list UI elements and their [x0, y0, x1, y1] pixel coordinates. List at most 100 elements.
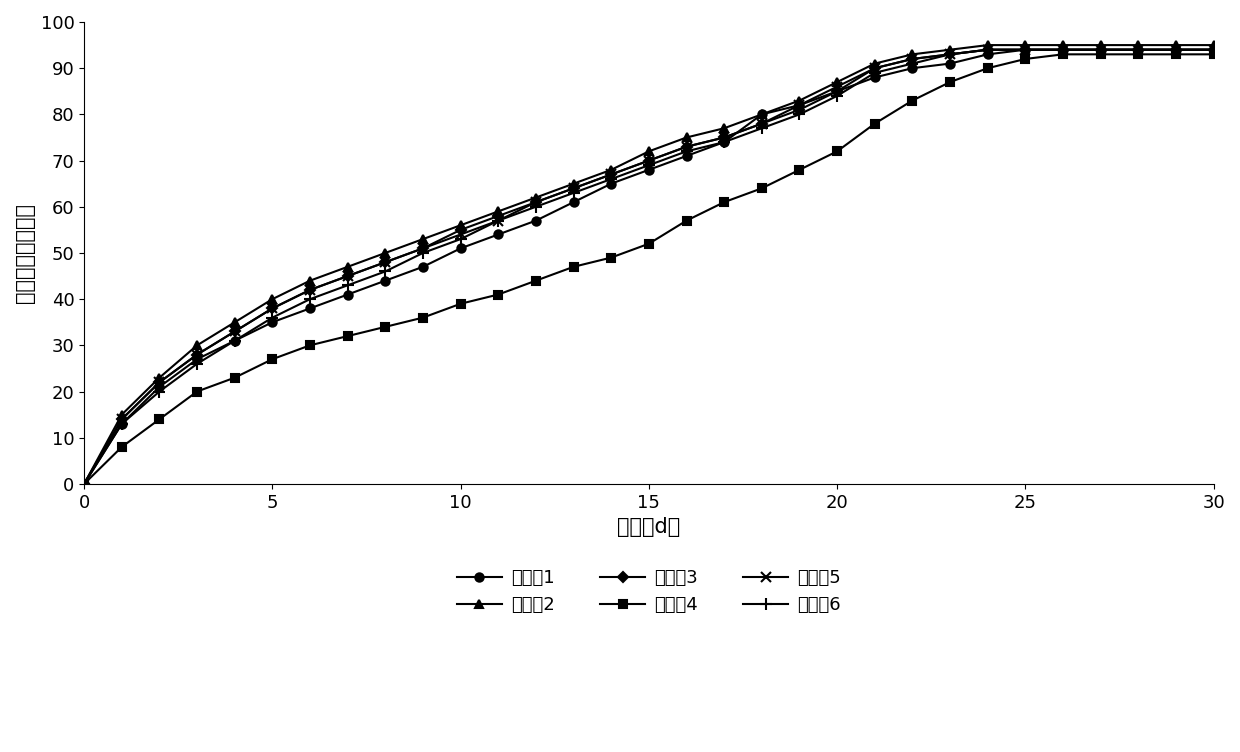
实施例6: [1131, 45, 1146, 54]
实施例6: [77, 479, 92, 488]
实施例4: [265, 355, 280, 364]
实施例2: [867, 59, 882, 68]
实施例4: [830, 147, 844, 156]
实施例2: [1094, 41, 1109, 50]
实施例1: [303, 304, 317, 313]
实施例5: [114, 414, 129, 423]
实施例2: [754, 110, 769, 119]
实施例2: [567, 179, 582, 188]
实施例1: [528, 216, 543, 225]
实施例3: [567, 183, 582, 193]
实施例5: [981, 45, 996, 54]
实施例1: [981, 50, 996, 59]
实施例5: [153, 378, 167, 387]
实施例6: [1094, 45, 1109, 54]
实施例3: [680, 142, 694, 151]
实施例5: [190, 350, 205, 359]
实施例2: [415, 235, 430, 244]
实施例1: [415, 262, 430, 271]
实施例2: [717, 124, 732, 133]
实施例2: [190, 341, 205, 350]
实施例4: [867, 119, 882, 128]
实施例2: [227, 317, 242, 326]
实施例4: [680, 216, 694, 225]
实施例1: [604, 179, 619, 188]
实施例2: [1055, 41, 1070, 50]
实施例1: [153, 382, 167, 391]
X-axis label: 时间（d）: 时间（d）: [618, 517, 681, 537]
实施例5: [378, 258, 393, 267]
实施例1: [1018, 45, 1033, 54]
实施例1: [905, 64, 920, 73]
实施例5: [754, 119, 769, 128]
实施例5: [641, 156, 656, 165]
实施例4: [153, 414, 167, 423]
实施例6: [905, 59, 920, 68]
实施例6: [265, 313, 280, 322]
实施例3: [604, 170, 619, 179]
实施例5: [528, 198, 543, 207]
实施例3: [340, 271, 355, 280]
实施例1: [567, 198, 582, 207]
实施例3: [528, 198, 543, 207]
实施例4: [567, 262, 582, 271]
实施例3: [491, 211, 506, 220]
实施例4: [340, 332, 355, 341]
实施例1: [1207, 45, 1221, 54]
实施例2: [942, 45, 957, 54]
实施例3: [1018, 45, 1033, 54]
实施例3: [981, 45, 996, 54]
实施例5: [1018, 45, 1033, 54]
实施例3: [641, 156, 656, 165]
实施例4: [905, 96, 920, 105]
实施例5: [1094, 45, 1109, 54]
实施例3: [905, 54, 920, 63]
实施例6: [453, 235, 467, 244]
实施例4: [491, 290, 506, 299]
实施例4: [303, 341, 317, 350]
实施例2: [792, 96, 807, 105]
实施例6: [340, 280, 355, 290]
实施例3: [190, 350, 205, 359]
实施例6: [867, 68, 882, 77]
实施例5: [1055, 45, 1070, 54]
实施例6: [1168, 45, 1183, 54]
实施例2: [491, 207, 506, 216]
Line: 实施例5: 实施例5: [79, 45, 1219, 489]
实施例4: [415, 313, 430, 322]
实施例4: [1168, 50, 1183, 59]
实施例2: [114, 410, 129, 419]
实施例5: [792, 101, 807, 110]
实施例3: [227, 327, 242, 336]
实施例6: [227, 336, 242, 345]
实施例2: [1018, 41, 1033, 50]
实施例1: [1131, 45, 1146, 54]
实施例4: [641, 239, 656, 248]
实施例2: [265, 295, 280, 304]
实施例2: [77, 479, 92, 488]
实施例6: [303, 295, 317, 304]
实施例1: [792, 101, 807, 110]
实施例4: [378, 323, 393, 332]
实施例4: [1131, 50, 1146, 59]
实施例5: [867, 64, 882, 73]
实施例4: [114, 442, 129, 451]
实施例3: [867, 64, 882, 73]
实施例3: [415, 244, 430, 253]
实施例5: [491, 216, 506, 225]
实施例4: [792, 165, 807, 174]
实施例1: [378, 276, 393, 285]
实施例5: [680, 142, 694, 151]
实施例2: [830, 77, 844, 86]
实施例3: [77, 479, 92, 488]
Line: 实施例2: 实施例2: [81, 41, 1218, 488]
实施例1: [1055, 45, 1070, 54]
实施例6: [491, 216, 506, 225]
实施例2: [1207, 41, 1221, 50]
实施例3: [830, 86, 844, 96]
实施例3: [378, 258, 393, 267]
实施例3: [114, 414, 129, 423]
实施例2: [1131, 41, 1146, 50]
实施例1: [830, 86, 844, 96]
Line: 实施例1: 实施例1: [81, 46, 1218, 488]
